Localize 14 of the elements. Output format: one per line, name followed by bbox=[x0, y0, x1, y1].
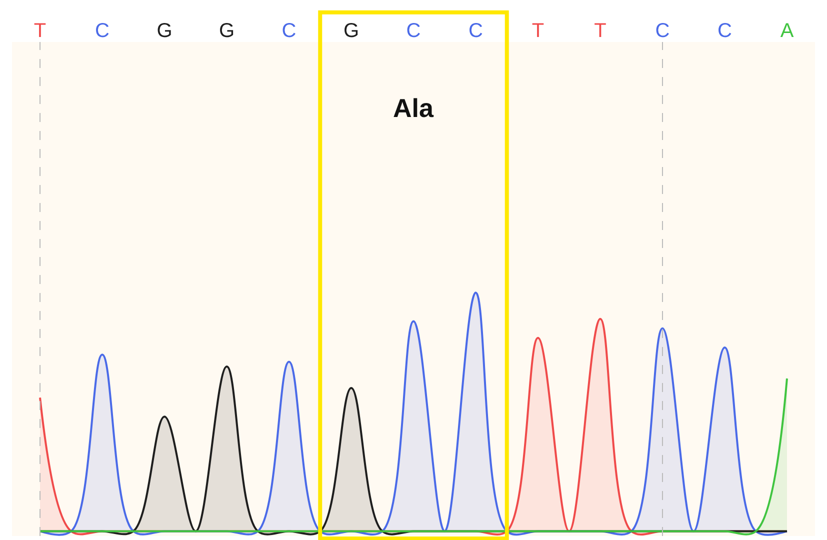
x-tick-label: C bbox=[718, 20, 732, 42]
x-tick-label: C bbox=[282, 20, 296, 42]
x-tick-label: G bbox=[156, 20, 172, 42]
x-tick-label: C bbox=[655, 20, 670, 42]
x-tick-label: T bbox=[594, 20, 606, 42]
x-tick-label: C bbox=[468, 20, 483, 42]
x-tick-label: A bbox=[780, 20, 794, 42]
x-tick-label: T bbox=[34, 20, 46, 42]
x-tick-label: G bbox=[343, 20, 360, 42]
text: Ala bbox=[393, 93, 434, 123]
x-tick-label: C bbox=[95, 20, 110, 42]
x-tick-label: T bbox=[532, 20, 544, 42]
x-tick-label: C bbox=[406, 20, 421, 42]
x-tick-label: G bbox=[218, 20, 235, 42]
